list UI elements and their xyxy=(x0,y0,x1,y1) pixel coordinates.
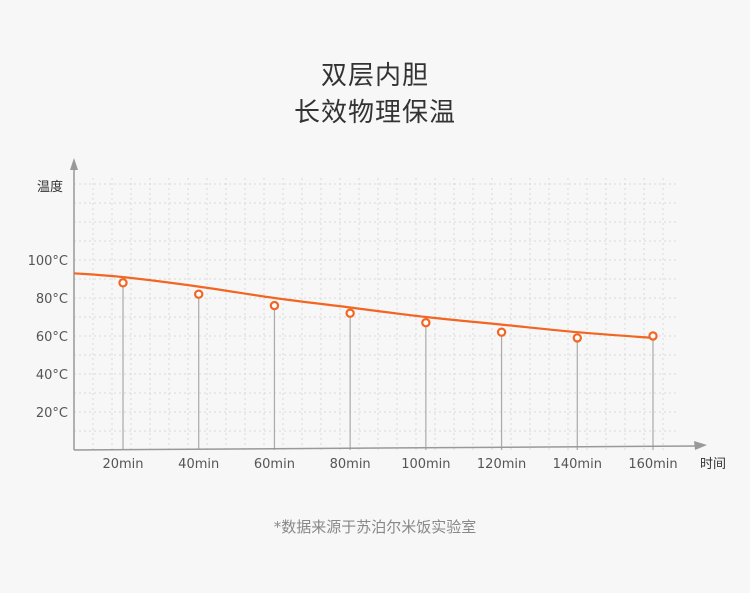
y-tick-label: 20°C xyxy=(36,406,68,421)
data-point xyxy=(194,289,204,299)
x-axis-label: 时间 xyxy=(700,457,726,472)
chart-title-line1: 双层内胆 xyxy=(320,61,429,91)
grid xyxy=(74,178,678,450)
y-tick-label: 60°C xyxy=(36,330,68,345)
data-point xyxy=(496,327,507,337)
temperature-curve xyxy=(73,272,654,339)
chart-title-line2: 长效物理保温 xyxy=(293,98,456,128)
data-point xyxy=(572,333,582,343)
data-point xyxy=(345,308,355,318)
x-tick-label: 100min xyxy=(401,457,450,472)
x-tick-label: 120min xyxy=(477,457,526,472)
data-point xyxy=(421,318,431,328)
x-tick-label: 40min xyxy=(178,457,219,472)
data-point xyxy=(269,300,280,311)
x-tick-label: 160min xyxy=(628,457,677,472)
data-point xyxy=(648,331,658,341)
drop-lines xyxy=(122,286,654,450)
y-tick-label: 100°C xyxy=(28,254,68,269)
x-tick-labels: 20min 40min 60min 80min 100min 120min 140min 16… xyxy=(102,457,677,472)
y-tick-label: 80°C xyxy=(36,292,68,307)
axes xyxy=(70,158,707,451)
x-tick-label: 60min xyxy=(254,457,295,472)
data-source-note: *数据来源于苏泊尔米饭实验室 xyxy=(273,518,477,536)
y-tick-label: 40°C xyxy=(36,368,68,383)
data-point xyxy=(118,278,128,288)
x-axis xyxy=(73,445,701,451)
x-axis-arrow xyxy=(694,441,707,450)
y-tick-labels: 20°C 40°C 60°C 80°C 100°C xyxy=(28,254,68,421)
x-tick-label: 80min xyxy=(330,457,371,472)
y-axis-label: 温度 xyxy=(37,179,63,195)
x-tick-label: 140min xyxy=(553,457,602,472)
data-markers xyxy=(118,278,658,343)
y-axis-arrow xyxy=(70,158,78,170)
x-tick-label: 20min xyxy=(102,457,143,472)
